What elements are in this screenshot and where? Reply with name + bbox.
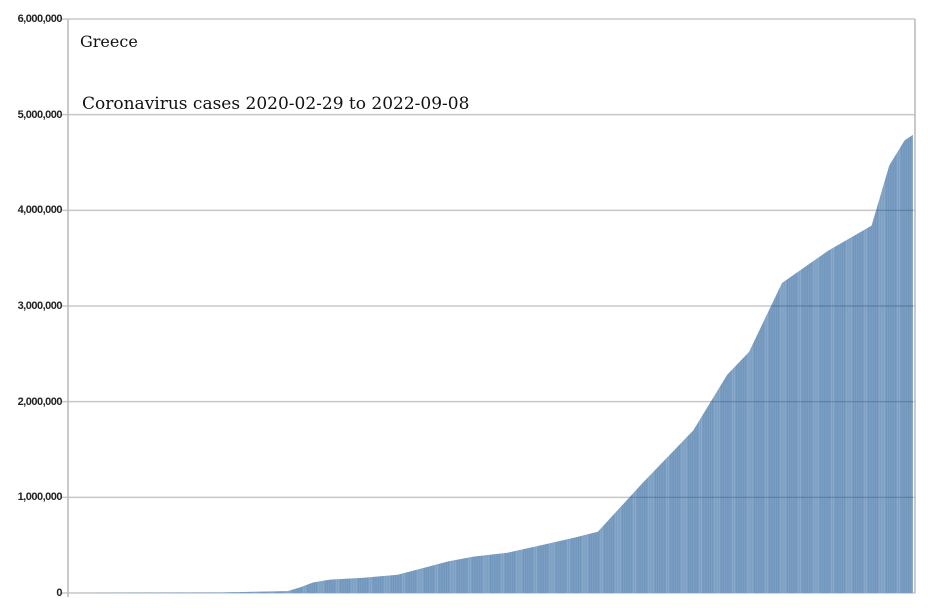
y-tick-label: 4,000,000	[17, 204, 63, 217]
y-tick-label: 6,000,000	[17, 13, 63, 25]
y-tick-label: 3,000,000	[17, 300, 63, 312]
y-tick-label: 1,000,000	[17, 491, 63, 504]
y-tick-label: 5,000,000	[17, 108, 63, 121]
chart-title: Greece	[80, 32, 138, 51]
y-tick-label: 2,000,000	[17, 395, 63, 408]
cases-area	[68, 134, 913, 594]
y-tick-label: 0	[56, 587, 62, 599]
chart-subtitle: Coronavirus cases 2020-02-29 to 2022-09-…	[82, 94, 470, 114]
